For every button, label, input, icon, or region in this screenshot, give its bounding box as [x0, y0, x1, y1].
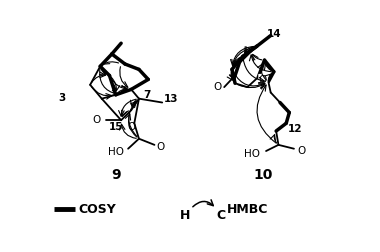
Text: O: O — [156, 142, 164, 152]
Text: O: O — [297, 146, 305, 156]
Text: 10: 10 — [253, 168, 272, 181]
Text: 9: 9 — [111, 168, 120, 181]
Text: O: O — [214, 82, 222, 92]
Text: 15: 15 — [109, 122, 124, 132]
Text: O: O — [259, 75, 267, 85]
Text: COSY: COSY — [79, 202, 116, 215]
Text: HMBC: HMBC — [227, 202, 269, 215]
Text: H: H — [180, 208, 191, 221]
Text: 12: 12 — [288, 123, 302, 133]
Text: 7: 7 — [144, 90, 151, 100]
Text: O: O — [127, 122, 135, 132]
Text: O: O — [92, 114, 100, 124]
Text: HO: HO — [108, 146, 124, 156]
Text: 3: 3 — [58, 93, 65, 103]
Text: 13: 13 — [164, 93, 178, 104]
Text: HO: HO — [244, 148, 260, 158]
Text: 14: 14 — [267, 29, 282, 39]
Text: C: C — [217, 208, 226, 221]
